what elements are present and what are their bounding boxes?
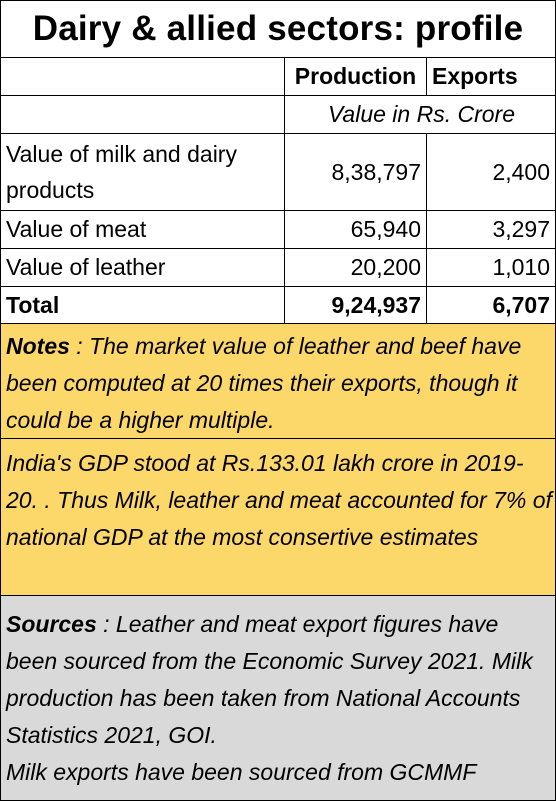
table-row: Value of meat 65,940 3,297 xyxy=(1,211,555,249)
sources-label: Sources xyxy=(6,611,97,637)
column-header-row: Production Exports xyxy=(1,58,555,96)
notes-label: Notes xyxy=(6,333,70,359)
exports-value: 1,010 xyxy=(492,254,550,280)
total-exports: 6,707 xyxy=(492,291,550,318)
units-blank-cell xyxy=(1,96,285,133)
exports-value: 3,297 xyxy=(492,216,550,242)
total-row: Total 9,24,937 6,707 xyxy=(1,287,555,324)
units-row: Value in Rs. Crore xyxy=(1,96,555,134)
exports-header: Exports xyxy=(432,63,518,89)
table-row: Value of milk and dairy products 8,38,797… xyxy=(1,134,555,211)
row-label-line: products xyxy=(6,177,95,203)
table-title: Dairy & allied sectors: profile xyxy=(1,1,555,58)
row-label: Value of meat xyxy=(1,211,285,248)
total-label: Total xyxy=(1,287,285,323)
notes-box: Notes : The market value of leather and … xyxy=(1,324,555,439)
sources-box: Sources : Leather and meat export figure… xyxy=(1,596,555,800)
production-header: Production xyxy=(285,58,427,95)
header-blank-cell xyxy=(1,58,285,95)
production-value: 65,940 xyxy=(285,211,427,248)
sources-text-line2: Milk exports have been sourced from GCMM… xyxy=(6,759,477,785)
production-value: 20,200 xyxy=(285,249,427,286)
sources-text: : Leather and meat export figures have b… xyxy=(6,611,533,748)
gdp-note-text: India's GDP stood at Rs.133.01 lakh cror… xyxy=(6,450,552,550)
units-label: Value in Rs. Crore xyxy=(327,101,515,127)
table-row: Value of leather 20,200 1,010 xyxy=(1,249,555,287)
exports-value: 2,400 xyxy=(492,158,550,185)
total-production: 9,24,937 xyxy=(285,287,427,323)
row-label: Value of leather xyxy=(1,249,285,286)
production-value: 8,38,797 xyxy=(285,134,427,210)
row-label: Value of milk and dairy products xyxy=(1,134,285,210)
notes-text: : The market value of leather and beef h… xyxy=(6,333,522,433)
gdp-note-box: India's GDP stood at Rs.133.01 lakh cror… xyxy=(1,439,555,596)
row-label-line: Value of milk and dairy xyxy=(6,141,237,167)
